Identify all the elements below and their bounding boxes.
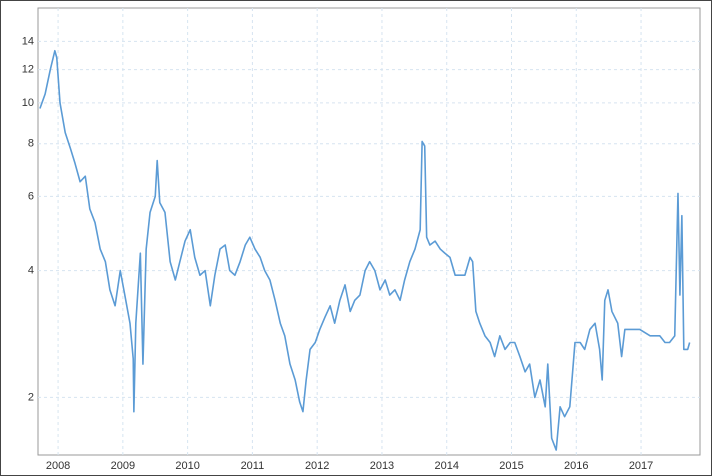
x-tick-label: 2010 — [175, 460, 199, 472]
y-tick-label: 6 — [28, 190, 34, 202]
y-tick-label: 14 — [22, 35, 34, 47]
x-tick-label: 2016 — [564, 460, 588, 472]
x-tick-label: 2008 — [46, 460, 70, 472]
x-tick-label: 2012 — [305, 460, 329, 472]
x-tick-label: 2009 — [111, 460, 135, 472]
y-tick-label: 2 — [28, 391, 34, 403]
y-tick-label: 8 — [28, 138, 34, 150]
x-tick-label: 2014 — [434, 460, 458, 472]
x-tick-label: 2017 — [629, 460, 653, 472]
y-tick-label: 10 — [22, 97, 34, 109]
plot-area — [37, 7, 701, 456]
data-line — [39, 49, 691, 451]
y-tick-label: 4 — [28, 264, 34, 276]
x-tick-label: 2011 — [241, 460, 265, 472]
y-tick-label: 12 — [22, 63, 34, 75]
x-tick-label: 2013 — [370, 460, 394, 472]
x-tick-label: 2015 — [499, 460, 523, 472]
